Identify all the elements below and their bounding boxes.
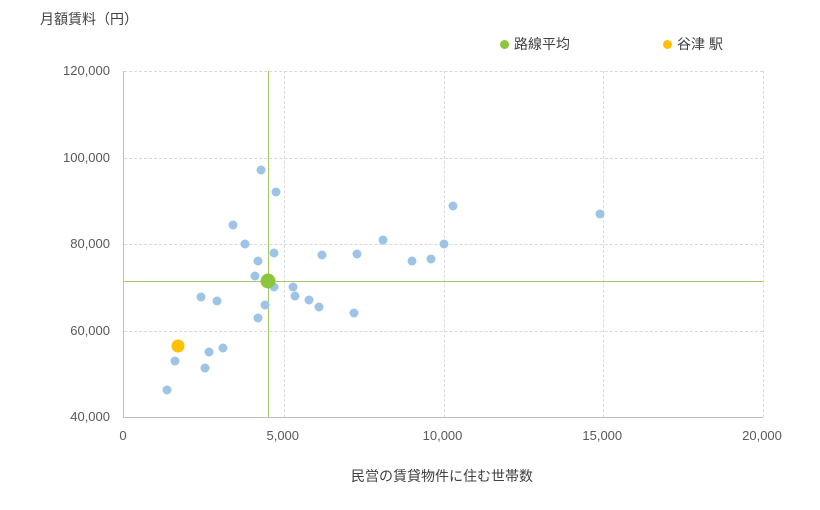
data-point[interactable] (253, 313, 263, 323)
data-point[interactable] (218, 343, 228, 353)
data-point[interactable] (162, 385, 172, 395)
data-point[interactable] (269, 282, 279, 292)
y-tick-label: 40,000 (70, 409, 110, 424)
data-point[interactable] (288, 282, 298, 292)
data-point[interactable] (212, 296, 222, 306)
legend-label-route-average: 路線平均 (514, 36, 570, 52)
x-tick-label: 5,000 (266, 428, 300, 443)
v-gridline (283, 71, 285, 417)
x-tick-label: 20,000 (742, 428, 782, 443)
route-average-crosshair-vertical (267, 71, 269, 417)
x-tick-label: 10,000 (422, 428, 463, 443)
data-point[interactable] (250, 271, 260, 281)
data-point[interactable] (196, 292, 206, 302)
data-point[interactable] (448, 201, 458, 211)
route-average-crosshair-horizontal (124, 280, 763, 282)
data-point[interactable] (595, 209, 605, 219)
data-point[interactable] (290, 291, 300, 301)
legend-item-station[interactable]: 谷津 駅 (663, 34, 723, 54)
y-tick-label: 60,000 (70, 322, 110, 338)
data-point[interactable] (260, 300, 270, 310)
x-tick-label: 15,000 (582, 428, 623, 443)
data-point[interactable] (349, 308, 359, 318)
station-point[interactable] (171, 339, 185, 353)
route-average-point[interactable] (260, 273, 276, 289)
x-axis-title: 民営の賃貸物件に住む世帯数 (351, 468, 533, 484)
data-point[interactable] (317, 250, 327, 260)
y-tick-label: 100,000 (63, 149, 110, 165)
x-tick-label: 0 (119, 428, 127, 443)
v-gridline (603, 71, 605, 417)
data-point[interactable] (271, 187, 281, 197)
data-point[interactable] (256, 165, 266, 175)
data-point[interactable] (352, 249, 362, 258)
data-point[interactable] (426, 254, 436, 264)
legend-label-station: 谷津 駅 (677, 36, 723, 52)
data-point[interactable] (407, 256, 417, 266)
data-point[interactable] (304, 295, 314, 305)
data-point[interactable] (200, 363, 210, 373)
data-point[interactable] (204, 347, 214, 357)
y-axis-title: 月額賃料（円） (40, 11, 138, 27)
data-point[interactable] (439, 239, 448, 249)
y-tick-label: 80,000 (70, 236, 110, 251)
plot-area (123, 71, 764, 418)
data-point[interactable] (269, 248, 279, 258)
data-point[interactable] (240, 239, 250, 249)
route-average-legend-dot-icon (500, 39, 509, 49)
y-tick-label: 120,000 (63, 63, 110, 78)
data-point[interactable] (228, 220, 238, 230)
v-gridline (763, 71, 764, 417)
data-point[interactable] (378, 235, 388, 245)
data-point[interactable] (170, 356, 180, 366)
data-point[interactable] (314, 302, 324, 312)
data-point[interactable] (253, 256, 263, 266)
legend-item-route-average[interactable]: 路線平均 (500, 34, 570, 54)
station-legend-dot-icon (663, 39, 672, 49)
